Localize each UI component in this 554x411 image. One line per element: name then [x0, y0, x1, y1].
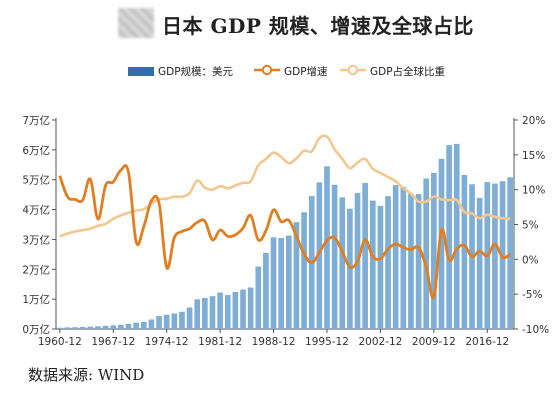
gdp-bar: [324, 166, 330, 329]
y-right-tick-label: -5%: [522, 289, 542, 301]
gdp-bar: [87, 326, 94, 329]
gdp-bar: [247, 287, 254, 329]
gdp-bar: [202, 297, 208, 329]
y-left-tick-label: 1万亿: [22, 293, 50, 306]
legend-label-gdp-share: GDP占全球比重: [370, 66, 446, 78]
gdp-bar: [56, 327, 63, 329]
y-left-tick-label: 6万亿: [22, 144, 50, 157]
legend-item-gdp-share: GDP占全球比重: [340, 64, 445, 79]
legend-label-gdp-growth: GDP增速: [284, 66, 328, 78]
gdp-bar: [285, 235, 292, 329]
y-left-tick-label: 2万亿: [22, 263, 50, 276]
gdp-bar: [347, 208, 353, 329]
x-tick-label: 1960-12: [38, 336, 82, 348]
data-source: 数据来源: WIND: [28, 366, 145, 384]
gdp-bar: [316, 182, 323, 329]
y-right-tick-label: 5%: [522, 220, 539, 232]
legend-swatch-growth-icon: [254, 64, 280, 79]
blurred-logo: [118, 8, 154, 38]
gdp-bar: [476, 197, 483, 329]
gdp-bar: [492, 183, 498, 329]
legend-swatch-share-icon: [340, 64, 366, 79]
gdp-bar: [156, 316, 162, 329]
gdp-bar: [408, 193, 414, 329]
gdp-bar: [255, 266, 262, 329]
gdp-bar: [377, 205, 384, 329]
gdp-bar: [438, 158, 445, 329]
gdp-bar: [369, 200, 376, 329]
gdp-bar: [179, 311, 185, 329]
x-tick-label: 1974-12: [145, 336, 189, 348]
gdp-bar: [148, 319, 155, 329]
chart-legend: GDP规模：美元 GDP增速 GDP占全球比重: [0, 64, 554, 84]
legend-label-gdp-scale: GDP规模：美元: [158, 66, 234, 78]
gdp-bar: [118, 324, 124, 329]
gdp-bar: [278, 237, 285, 329]
y-left-tick-label: 3万亿: [22, 233, 50, 246]
gdp-bar: [362, 182, 368, 329]
gdp-bar: [217, 292, 223, 329]
gdp-bar: [171, 313, 178, 329]
gdp-bar: [423, 178, 430, 329]
gdp-bar: [232, 291, 239, 329]
y-left-tick-label: 7万亿: [22, 114, 50, 127]
gdp-bar: [446, 145, 452, 329]
x-tick-label: 1967-12: [91, 336, 135, 348]
gdp-bar: [64, 327, 71, 329]
gdp-bar: [110, 325, 117, 329]
gdp-bar: [270, 237, 277, 329]
gdp-bar: [240, 289, 246, 329]
legend-swatch-bar-icon: [128, 67, 154, 76]
x-tick-label: 1988-12: [252, 336, 296, 348]
gdp-bar: [392, 185, 399, 329]
y-right-tick-label: 10%: [522, 185, 545, 197]
y-right-tick-label: 0%: [522, 254, 539, 266]
gdp-bar: [125, 323, 132, 329]
gdp-bar: [140, 321, 147, 329]
gdp-bar: [431, 172, 437, 329]
x-tick-label: 1995-12: [305, 336, 349, 348]
gdp-bar: [133, 322, 139, 329]
gdp-bar: [163, 314, 170, 329]
gdp-bar: [415, 194, 422, 329]
chart-title: 日本 GDP 规模、增速及全球占比: [162, 14, 474, 38]
y-right-tick-label: 15%: [522, 150, 545, 162]
y-right-tick-label: 20%: [522, 115, 545, 127]
gdp-bar: [72, 327, 78, 329]
gdp-bar: [339, 197, 346, 329]
x-tick-label: 2016-12: [465, 336, 509, 348]
gdp-bar: [301, 212, 307, 329]
gdp-bar: [224, 294, 231, 329]
gdp-bar: [194, 299, 201, 329]
x-tick-label: 2009-12: [412, 336, 456, 348]
gdp-bar: [385, 196, 391, 329]
y-left-tick-label: 5万亿: [22, 174, 50, 187]
gdp-bar: [453, 143, 460, 329]
gdp-bar: [95, 326, 101, 329]
chart-lines: [58, 134, 511, 300]
gdp-bar: [293, 222, 300, 329]
gdp-growth-line: [58, 164, 511, 300]
gdp-bar: [263, 252, 269, 329]
legend-item-gdp-growth: GDP增速: [254, 64, 328, 79]
legend-item-gdp-scale: GDP规模：美元: [128, 64, 233, 79]
gdp-bar: [331, 184, 338, 329]
y-right-tick-label: -10%: [522, 324, 549, 336]
gdp-bar: [79, 326, 86, 329]
gdp-bar: [507, 177, 514, 329]
axis-labels: 0万亿 1万亿 2万亿 3万亿 4万亿 5万亿 6万亿 7万亿 -10% -5% 0% 5% 10% 15…: [22, 114, 549, 348]
gdp-bar: [102, 325, 109, 329]
gdp-bar: [209, 296, 216, 329]
gdp-share-line: [59, 134, 511, 238]
y-left-tick-label: 4万亿: [22, 204, 50, 217]
gdp-bar: [186, 307, 193, 329]
gdp-bar: [461, 174, 468, 329]
y-left-tick-label: 0万亿: [22, 323, 50, 336]
x-tick-label: 1981-12: [198, 336, 242, 348]
gdp-bar: [400, 186, 407, 329]
chart-axes: [52, 118, 518, 333]
x-tick-label: 2002-12: [358, 336, 402, 348]
